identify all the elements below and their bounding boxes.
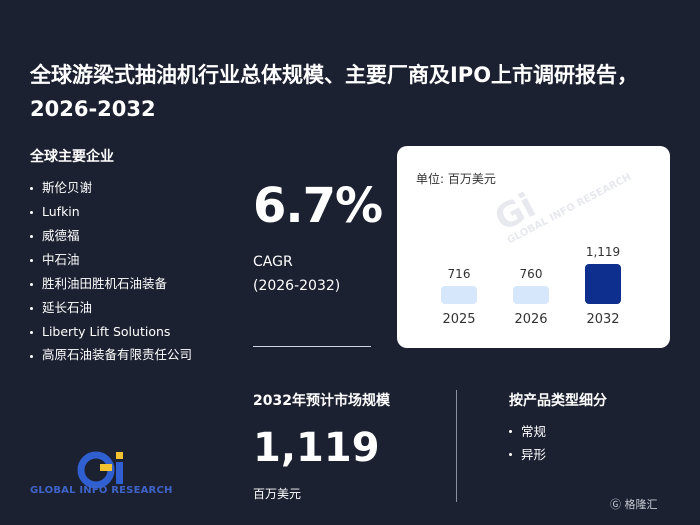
company-item: 中石油 (30, 248, 215, 272)
company-item: 威德福 (30, 224, 215, 248)
corner-brand: Ⓖ 格隆汇 (610, 496, 658, 512)
company-item: 斯伦贝谢 (30, 176, 215, 200)
chart-category-label: 2026 (514, 312, 547, 327)
company-item: Liberty Lift Solutions (30, 320, 215, 344)
vertical-divider (456, 390, 457, 502)
market-unit: 百万美元 (253, 487, 302, 501)
segments-heading: 按产品类型细分 (509, 393, 607, 409)
segment-item: 异形 (509, 443, 546, 466)
companies-heading: 全球主要企业 (30, 149, 114, 165)
market-heading: 2032年预计市场规模 (253, 393, 390, 409)
page-title: 全球游梁式抽油机行业总体规模、主要厂商及IPO上市调研报告，2026-2032 (30, 63, 639, 121)
segment-item: 常规 (509, 420, 546, 443)
chart-value-label: 716 (448, 267, 471, 281)
bar-chart: 716 2025 760 2026 1,119 2032 (441, 245, 621, 327)
chart-card: Gi GLOBAL INFO RESEARCH 单位: 百万美元 716 2025… (397, 146, 670, 348)
company-list: 斯伦贝谢 Lufkin 威德福 中石油 胜利油田胜机石油装备 延长石油 Libe… (30, 176, 215, 366)
cagr-label: CAGR (253, 254, 293, 270)
company-item: 胜利油田胜机石油装备 (30, 272, 215, 296)
company-item: 高原石油装备有限责任公司 (30, 344, 215, 366)
segment-list: 常规 异形 (509, 420, 546, 466)
company-item: 延长石油 (30, 296, 215, 320)
cagr-label-block: CAGR (2026-2032) (253, 250, 340, 298)
company-item: Lufkin (30, 200, 215, 224)
chart-value-label: 1,119 (586, 245, 620, 259)
cagr-value: 6.7% (253, 178, 383, 234)
chart-unit-label: 单位: 百万美元 (416, 172, 496, 186)
chart-bar-2025 (441, 286, 477, 304)
chart-category-label: 2025 (442, 312, 475, 327)
cagr-period: (2026-2032) (253, 278, 341, 294)
chart-value-label: 760 (520, 267, 543, 281)
corner-brand-text: 格隆汇 (624, 498, 658, 511)
corner-brand-icon: Ⓖ (610, 498, 621, 511)
market-value: 1,119 (253, 425, 380, 471)
divider (253, 346, 371, 347)
chart-category-label: 2032 (586, 312, 619, 327)
chart-bar-2026 (513, 286, 549, 304)
gir-logo-icon (77, 451, 123, 489)
logo-text: GLOBAL INFO RESEARCH (30, 485, 173, 496)
chart-bar-2032 (585, 264, 621, 304)
